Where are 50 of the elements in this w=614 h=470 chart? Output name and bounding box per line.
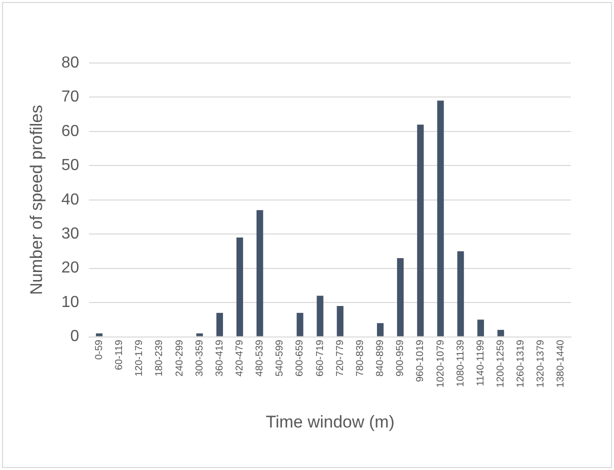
y-tick-label: 60: [61, 122, 80, 140]
bar: [256, 210, 264, 336]
y-tick-label: 10: [61, 294, 80, 311]
y-tick-label: 50: [61, 157, 80, 174]
x-tick-label: 1080-1139: [455, 339, 466, 387]
x-tick-label: 360-419: [214, 339, 226, 376]
bar: [196, 333, 203, 336]
y-tick-label: 80: [61, 54, 80, 72]
y-axis-title: Number of speed profiles: [26, 104, 46, 295]
x-tick-label: 480-539: [254, 339, 266, 376]
x-tick-label: 1320-1379: [536, 339, 547, 388]
bar: [236, 238, 244, 336]
bar: [417, 124, 424, 336]
y-tick-label: 30: [61, 226, 80, 243]
bar: [477, 320, 484, 336]
x-tick-label: 0-59: [94, 339, 105, 360]
bar: [497, 330, 504, 336]
x-tick-label: 780-839: [354, 339, 366, 376]
x-tick-label: 240-299: [174, 339, 186, 376]
x-tick-label: 300-359: [194, 339, 206, 376]
x-tick-label: 60-119: [114, 339, 126, 370]
bar: [296, 312, 304, 336]
x-tick-label: 120-179: [134, 339, 146, 376]
x-tick-label: 1020-1079: [435, 339, 446, 388]
x-tick-label: 600-659: [294, 339, 306, 376]
bar: [376, 323, 384, 336]
bar: [397, 258, 404, 336]
y-tick-label: 20: [61, 260, 80, 277]
bar: [437, 100, 444, 336]
bar: [336, 306, 344, 336]
x-tick-label: 840-899: [375, 339, 386, 376]
x-tick-label: 420-479: [234, 339, 246, 376]
bar: [457, 251, 464, 336]
y-tick-label: 70: [61, 88, 80, 106]
x-tick-label: 540-599: [274, 339, 286, 376]
x-tick-label: 1260-1319: [516, 339, 527, 388]
y-tick-label: 40: [61, 191, 80, 208]
x-tick-label: 1380-1440: [556, 339, 567, 388]
x-axis-title: Time window (m): [266, 412, 394, 432]
bar: [316, 296, 324, 336]
x-tick-label: 720-779: [334, 339, 346, 376]
x-tick-label: 180-239: [154, 339, 166, 376]
x-tick-label: 660-719: [314, 339, 326, 376]
x-tick-label: 960-1019: [415, 339, 426, 382]
x-tick-label: 1140-1199: [475, 339, 486, 386]
x-tick-label: 1200-1259: [495, 339, 506, 388]
bar: [96, 333, 103, 336]
y-tick-label: 0: [70, 328, 80, 346]
x-tick-label: 900-959: [395, 339, 406, 376]
bar: [216, 312, 223, 336]
